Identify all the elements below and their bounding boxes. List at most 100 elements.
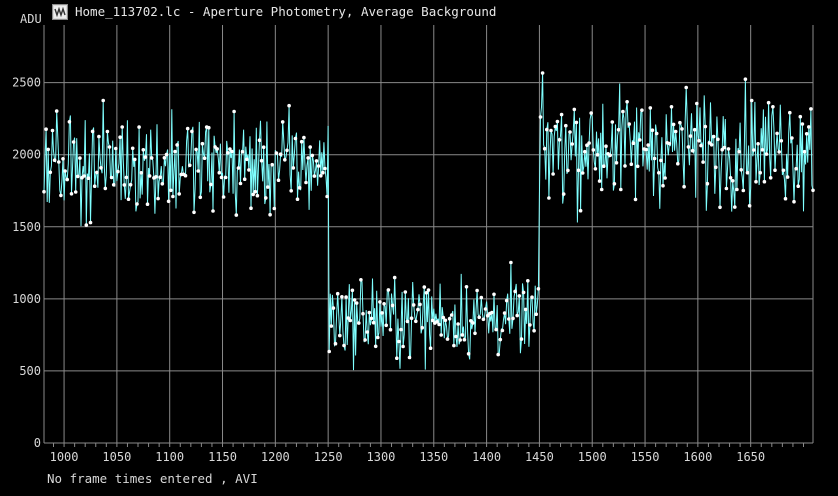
data-point [517,294,522,298]
data-point [395,356,399,361]
data-point [105,129,110,134]
data-point [392,275,397,280]
y-tick-label: 1000 [12,292,41,306]
data-point [602,164,606,168]
data-point [454,334,458,339]
data-point [515,313,519,318]
data-point [794,166,798,171]
data-point [526,279,530,283]
data-point [245,157,249,162]
data-point [304,180,308,185]
data-point [373,344,378,349]
data-point [625,100,629,104]
data-point [335,291,340,296]
data-point [631,141,636,145]
data-point [183,173,188,178]
data-point [616,127,621,132]
data-point [78,156,82,160]
data-point [185,126,190,131]
data-point [175,143,179,147]
x-tick-label: 1150 [208,450,237,464]
data-point [314,159,319,163]
data-point [449,313,454,317]
data-point [240,150,245,154]
data-point [52,158,57,162]
data-point [411,303,416,307]
data-point [688,134,693,138]
data-point [145,202,150,206]
data-point [599,187,604,192]
data-point [471,321,475,325]
data-point [800,122,805,126]
data-point [728,176,733,180]
data-point [420,325,425,330]
y-tick-label: 2500 [12,76,41,90]
data-point [764,152,769,156]
data-point [652,156,657,161]
data-point [773,168,777,172]
data-point [261,145,266,149]
data-point [223,175,228,180]
data-point [88,220,93,225]
data-point [57,160,61,164]
data-point [802,149,807,154]
data-point [101,98,105,103]
data-point [325,194,329,199]
data-point [409,316,414,321]
data-point [283,158,287,162]
data-point [344,295,348,299]
data-point [149,156,154,160]
data-point [502,311,507,315]
data-point [768,176,773,180]
data-point [230,149,234,154]
data-point [226,151,230,155]
data-point [414,319,418,324]
data-point [730,179,735,183]
data-point [572,107,577,112]
data-point [475,288,479,293]
data-point [549,128,553,133]
data-point [661,183,665,188]
data-point [312,174,317,178]
data-point [511,316,515,321]
data-point [591,148,596,152]
data-point [280,120,285,124]
data-point [331,306,336,310]
data-point [114,146,118,151]
data-point [555,119,560,124]
data-point [758,170,762,175]
data-point [422,285,427,289]
data-point [61,157,65,161]
data-point [498,337,503,342]
x-tick-label: 1300 [367,450,396,464]
data-point [578,208,583,213]
data-point [530,295,534,300]
light-curve-app-icon[interactable] [52,4,68,20]
data-point [513,289,517,294]
data-point [99,166,103,170]
x-tick-label: 1000 [50,450,79,464]
data-point [321,170,325,175]
x-tick-label: 1350 [419,450,448,464]
data-point [654,131,659,136]
data-point [97,134,101,139]
data-point [259,158,264,163]
data-point [695,101,699,106]
y-tick-label: 2000 [12,148,41,162]
data-point [111,183,116,187]
data-point [741,188,746,193]
data-point [807,125,811,129]
data-point [86,176,91,180]
x-tick-label: 1250 [314,450,343,464]
data-point [228,147,232,151]
data-point [289,189,294,193]
data-point [435,320,439,324]
data-point [756,142,760,146]
data-point [285,148,289,153]
x-tick-label: 1450 [525,450,554,464]
data-point [329,324,334,328]
data-point [570,142,574,146]
data-point [445,337,450,341]
data-point [340,295,344,299]
